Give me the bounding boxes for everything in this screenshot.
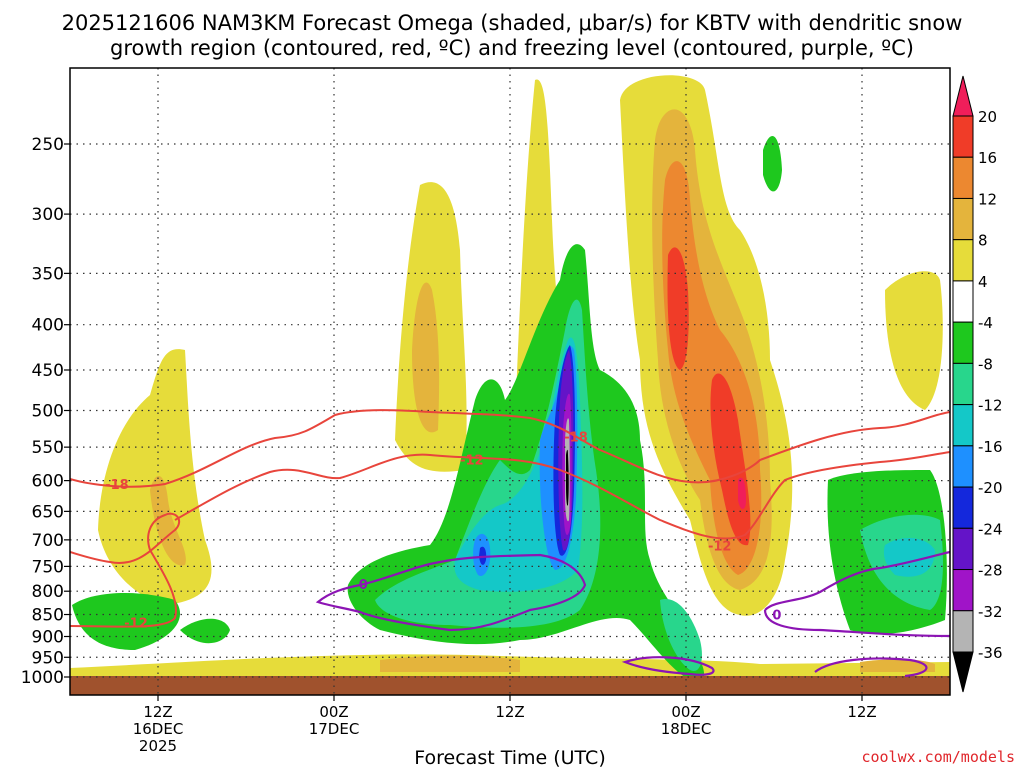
- contour-zero-main: [315, 553, 587, 632]
- chart-title-line1: 2025121606 NAM3KM Forecast Omega (shaded…: [62, 11, 963, 35]
- colorbar-box: [952, 445, 974, 488]
- colorbar-label: 8: [978, 232, 988, 250]
- y-tick-label: 900: [32, 627, 64, 647]
- colorbar-label: -20: [978, 479, 1003, 497]
- colorbar-box: [952, 527, 974, 571]
- freezing-level-contours: [315, 550, 950, 678]
- colorbar-label: -28: [978, 562, 1003, 580]
- chart-title-line2: growth region (contoured, red, ºC) and f…: [110, 36, 914, 60]
- colorbar-label: -16: [978, 438, 1003, 456]
- colorbar-label: -8: [978, 355, 993, 373]
- contour-label: 0: [772, 609, 781, 624]
- y-tick-label: 250: [32, 135, 64, 155]
- y-tick-label: 350: [32, 264, 64, 284]
- x-tick-label: 12Z: [143, 703, 172, 721]
- y-tick-label: 700: [32, 531, 64, 551]
- omega-orange-left: [150, 476, 186, 566]
- omega-red-upper: [667, 247, 689, 370]
- contour-zero-right: [764, 550, 950, 611]
- omega-cyan-right: [883, 538, 935, 577]
- contour-labels: -18 -12 -12 -18 -12 0 0: [105, 431, 781, 632]
- colorbar-box: [952, 197, 974, 241]
- x-axis-label: Forecast Time (UTC): [414, 747, 605, 768]
- omega-orange-sfc: [380, 655, 520, 672]
- contour-zero-sfc: [621, 656, 715, 676]
- contour-minus12: [70, 512, 181, 628]
- y-tick-label: 1000: [21, 668, 64, 688]
- colorbar-label: 12: [978, 190, 997, 208]
- y-axis: 2503003504004505005506006507007508008509…: [21, 135, 70, 688]
- contour-label: -12: [124, 617, 148, 632]
- contour-zero-right2: [763, 609, 950, 638]
- x-tick-label: 12Z: [847, 703, 876, 721]
- omega-green-left: [72, 593, 181, 650]
- y-tick-label: 850: [32, 606, 64, 626]
- colorbar-label: 4: [978, 273, 988, 291]
- y-tick-label: 750: [32, 557, 64, 577]
- colorbar-label: -32: [978, 603, 1003, 621]
- omega-orange-mid: [412, 282, 440, 433]
- colorbar-box: [952, 362, 974, 406]
- y-tick-label: 800: [32, 582, 64, 602]
- colorbar-label: -12: [978, 397, 1003, 415]
- omega-green-left2: [180, 618, 230, 644]
- x-tick-label: 00Z: [319, 703, 348, 721]
- omega-black-core: [566, 449, 569, 506]
- y-tick-label: 450: [32, 361, 64, 381]
- gridlines: [70, 68, 950, 695]
- x-tick-label: 12Z: [495, 703, 524, 721]
- contour-label: -18: [564, 431, 588, 446]
- colorbar-label: -36: [978, 644, 1003, 662]
- colorbar-box: [952, 239, 974, 282]
- y-tick-label: 600: [32, 472, 64, 492]
- colorbar-top-arrow: [952, 75, 974, 117]
- contour-minus12-mid: [174, 451, 950, 540]
- contour-label: -18: [105, 478, 129, 493]
- y-tick-label: 400: [32, 316, 64, 336]
- colorbar-label: -4: [978, 314, 993, 332]
- colorbar-label: 16: [978, 149, 997, 167]
- contour-label: 0: [359, 578, 368, 593]
- colorbar-box: [952, 321, 974, 364]
- colorbar-label: 20: [978, 108, 997, 126]
- colorbar-box: [952, 280, 974, 323]
- x-tick-label: 17DEC: [309, 720, 360, 738]
- omega-orange-sfc2: [860, 659, 935, 672]
- contour-zero-sfc2: [814, 657, 928, 678]
- temperature-contours: [70, 409, 950, 628]
- x-tick-label: 00Z: [671, 703, 700, 721]
- y-tick-label: 500: [32, 402, 64, 422]
- colorbar-box: [952, 486, 974, 529]
- colorbar-box: [952, 404, 974, 447]
- colorbar-box: [952, 156, 974, 199]
- y-tick-label: 650: [32, 502, 64, 522]
- omega-yellow-far: [885, 271, 943, 410]
- site-credit: coolwx.com/models: [861, 748, 1015, 766]
- colorbar-box: [952, 115, 974, 158]
- x-tick-label: 2025: [139, 737, 177, 755]
- contour-label: -12: [460, 454, 484, 469]
- y-tick-label: 950: [32, 648, 64, 668]
- colorbar-box: [952, 610, 974, 653]
- y-tick-label: 300: [32, 205, 64, 225]
- omega-magenta-core: [738, 477, 746, 509]
- x-tick-label: 16DEC: [133, 720, 184, 738]
- contour-minus18: [70, 409, 950, 488]
- omega-green-upper: [763, 136, 782, 192]
- contour-label: -12: [708, 539, 732, 554]
- colorbar: 20 16 12 8 4 -4 -8 -12 -16 -20 -24 -28 -32 -36: [952, 75, 1003, 693]
- colorbar-label: -24: [978, 520, 1003, 538]
- colorbar-box: [952, 569, 974, 612]
- omega-yellow-left: [98, 349, 212, 605]
- x-tick-label: 18DEC: [661, 720, 712, 738]
- omega-teal-lower: [660, 599, 702, 671]
- y-tick-label: 550: [32, 438, 64, 458]
- colorbar-bottom-arrow: [952, 651, 974, 693]
